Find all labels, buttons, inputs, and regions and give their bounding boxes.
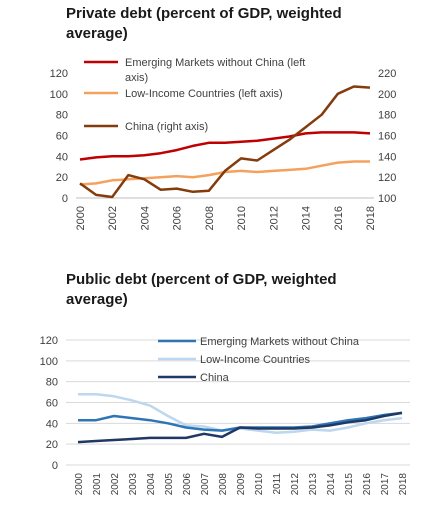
left-y-tick-label: 40 xyxy=(56,151,68,163)
x-tick-label: 2010 xyxy=(236,206,248,230)
x-tick-label: 2004 xyxy=(139,206,151,230)
left-y-tick-label: 120 xyxy=(50,68,68,80)
x-tick-label: 2009 xyxy=(236,473,247,496)
left-y-tick-label: 20 xyxy=(56,172,68,184)
series-line-2 xyxy=(79,85,371,199)
x-tick-label: 2000 xyxy=(74,473,85,496)
x-tick-label: 2012 xyxy=(290,473,301,496)
x-tick-label: 2000 xyxy=(75,206,87,230)
x-tick-label: 2006 xyxy=(172,206,184,230)
right-y-tick-label: 220 xyxy=(378,68,396,80)
x-tick-label: 2008 xyxy=(204,206,216,230)
legend-label-0: Emerging Markets without China xyxy=(200,336,360,348)
legend-label-0: Emerging Markets without China (left xyxy=(125,57,305,69)
right-y-tick-label: 200 xyxy=(378,89,396,101)
x-tick-label: 2007 xyxy=(200,473,211,496)
x-tick-label: 2002 xyxy=(107,206,119,230)
series-line-0 xyxy=(79,131,371,161)
x-tick-label: 2005 xyxy=(164,473,175,496)
y-tick-label: 20 xyxy=(46,439,58,451)
series-line-2 xyxy=(77,411,403,444)
left-y-tick-label: 80 xyxy=(56,110,68,122)
x-tick-label: 2014 xyxy=(301,206,313,230)
x-tick-label: 2016 xyxy=(362,473,373,496)
right-y-tick-label: 180 xyxy=(378,110,396,122)
legend-label-2: China xyxy=(200,372,230,384)
x-tick-label: 2001 xyxy=(92,473,103,496)
private-debt-chart-title: Private debt (percent of GDP, weighted a… xyxy=(66,5,342,42)
right-y-tick-label: 160 xyxy=(378,131,396,143)
legend-label-2: China (right axis) xyxy=(125,121,208,133)
x-tick-label: 2010 xyxy=(254,473,265,496)
x-tick-label: 2018 xyxy=(398,473,409,496)
left-y-tick-label: 100 xyxy=(50,89,68,101)
right-y-tick-label: 100 xyxy=(378,193,396,205)
y-tick-label: 40 xyxy=(46,418,58,430)
right-y-tick-label: 140 xyxy=(378,151,396,163)
y-tick-label: 100 xyxy=(40,356,58,368)
y-tick-label: 120 xyxy=(40,335,58,347)
public-debt-chart-title: Public debt (percent of GDP, weighted av… xyxy=(66,271,337,308)
x-tick-label: 2003 xyxy=(128,473,139,496)
x-tick-label: 2002 xyxy=(110,473,121,496)
x-tick-label: 2008 xyxy=(218,473,229,496)
private-debt-chart: 0 20 40 60 80 100 120 100 120 140 160 180 200 220 2000… xyxy=(50,57,397,230)
x-tick-label: 2017 xyxy=(380,473,391,496)
x-tick-label: 2012 xyxy=(268,206,280,230)
left-y-tick-label: 0 xyxy=(62,193,68,205)
x-tick-label: 2006 xyxy=(182,473,193,496)
legend-label-1: Low-Income Countries (left axis) xyxy=(125,88,283,100)
x-tick-label: 2014 xyxy=(326,473,337,496)
legend-label-1: Low-Income Countries xyxy=(200,354,311,366)
x-tick-label: 2004 xyxy=(146,473,157,496)
x-tick-label: 2015 xyxy=(344,473,355,496)
right-y-tick-label: 120 xyxy=(378,172,396,184)
x-tick-label: 2011 xyxy=(272,473,283,495)
y-tick-label: 60 xyxy=(46,398,58,410)
x-tick-label: 2018 xyxy=(365,206,377,230)
left-y-tick-label: 60 xyxy=(56,131,68,143)
x-tick-label: 2013 xyxy=(308,473,319,496)
y-tick-label: 0 xyxy=(52,460,58,472)
legend-label-0-cont: axis) xyxy=(125,72,148,84)
x-tick-label: 2016 xyxy=(333,206,345,230)
y-tick-label: 80 xyxy=(46,377,58,389)
